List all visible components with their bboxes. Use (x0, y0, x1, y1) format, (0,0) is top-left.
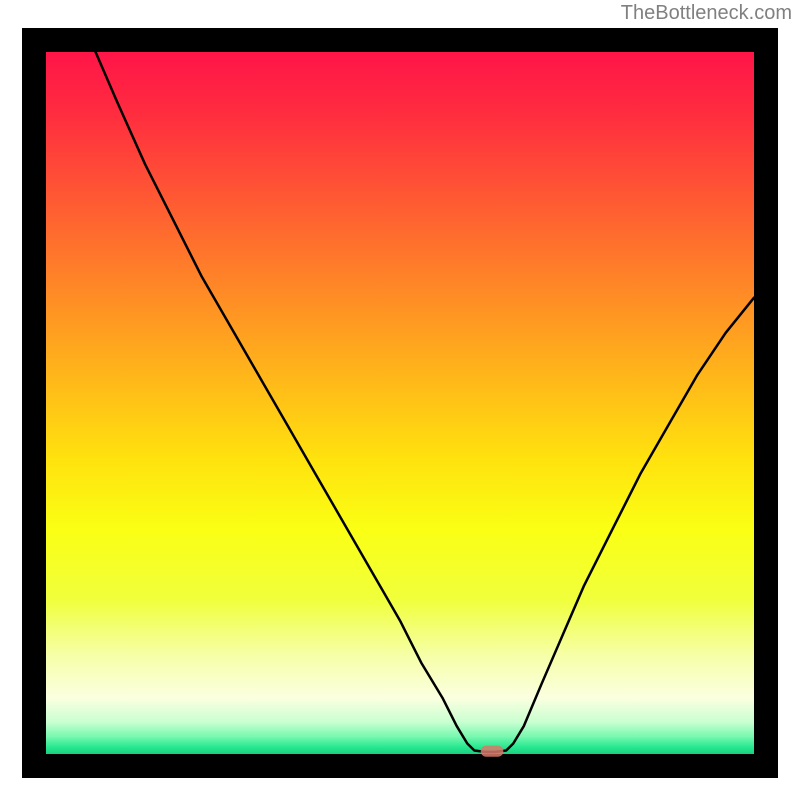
bottleneck-curve-chart (22, 28, 778, 778)
watermark-text: TheBottleneck.com (621, 2, 792, 25)
plot-area (22, 28, 778, 778)
chart-container: TheBottleneck.com (0, 0, 800, 800)
optimal-point-marker (481, 746, 504, 757)
chart-background (46, 52, 754, 754)
